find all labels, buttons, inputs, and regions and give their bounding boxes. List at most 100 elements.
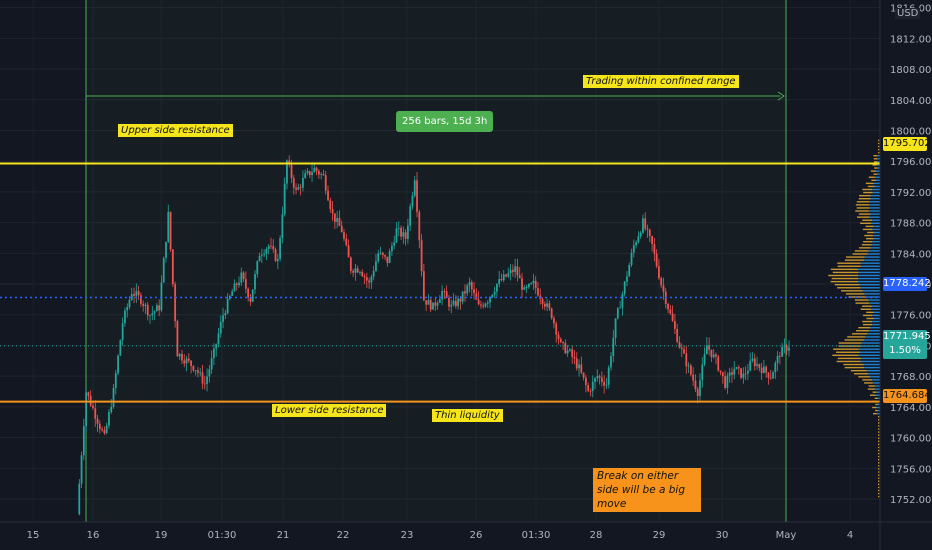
volume-profile-bar <box>877 161 880 163</box>
volume-profile-bar <box>868 250 880 252</box>
candle-body <box>591 381 594 391</box>
candle-body <box>717 356 720 371</box>
grid <box>0 7 880 500</box>
volume-profile-bar <box>860 265 880 267</box>
volume-profile-bar <box>861 357 880 360</box>
volume-profile-bar <box>872 164 877 166</box>
candle-body <box>233 283 236 292</box>
candle-body <box>612 338 615 357</box>
volume-profile-bar <box>865 225 874 228</box>
price-levels[interactable] <box>0 162 880 403</box>
volume-profile-bar <box>837 287 861 289</box>
candle-body <box>94 408 97 419</box>
volume-profile-bar <box>873 311 880 314</box>
candle-body <box>185 358 188 364</box>
volume-profile-bar <box>878 145 880 148</box>
candle-body <box>486 302 489 304</box>
candle-body <box>762 366 765 373</box>
volume-profile-bar <box>878 419 880 421</box>
currency-label[interactable]: USD <box>895 8 921 19</box>
candle-body <box>420 240 423 272</box>
candle-body <box>393 242 396 246</box>
candle-body <box>721 372 724 377</box>
candle-body <box>480 304 482 306</box>
candle-body <box>667 303 669 310</box>
volume-profile-bar <box>855 210 869 212</box>
volume-profile-bar <box>875 409 878 412</box>
candle-body <box>673 321 676 329</box>
candle-body <box>778 356 781 357</box>
candle-body <box>174 284 177 322</box>
candle-body <box>210 358 213 370</box>
candle-body <box>578 364 580 369</box>
candle-body <box>324 175 327 191</box>
candle-body <box>441 291 444 300</box>
volume-profile-bar <box>873 182 880 185</box>
candle-body <box>464 291 466 294</box>
candle-body <box>767 372 770 378</box>
candle-body <box>594 378 596 382</box>
candle-body <box>322 174 325 176</box>
candle-body <box>694 380 697 390</box>
volume-profile-bar <box>843 363 864 366</box>
candle-body <box>422 271 425 301</box>
candle-body <box>135 291 138 296</box>
volume-profile-bar <box>858 213 871 215</box>
candle-body <box>559 339 562 342</box>
candle-body <box>596 376 599 379</box>
volume-profile-bar <box>836 360 861 363</box>
volume-profile-bar <box>855 302 869 304</box>
volume-profile-bar <box>858 268 880 271</box>
candle-body <box>292 178 295 188</box>
candle-body <box>304 173 307 179</box>
volume-profile-bar <box>872 191 880 194</box>
candle-body <box>206 376 208 384</box>
candle-body <box>452 300 455 305</box>
volume-profile-bar <box>872 314 880 317</box>
candle-body <box>753 358 756 366</box>
candle-body <box>438 299 441 303</box>
volume-profile <box>828 139 880 498</box>
volume-profile-bar <box>878 434 880 436</box>
lower-resistance-price-tag: 1764.684 <box>883 389 931 403</box>
volume-profile-bar <box>835 351 861 353</box>
candle-body <box>78 483 81 515</box>
volume-profile-bar <box>864 366 880 369</box>
candle-body <box>194 370 197 372</box>
volume-profile-bar <box>878 471 880 473</box>
x-tick-label: 01:30 <box>208 530 237 541</box>
candle-body <box>788 347 790 351</box>
candle-body <box>678 342 681 348</box>
candle-body <box>555 323 558 335</box>
candle-body <box>557 334 560 340</box>
candle-body <box>418 211 421 241</box>
x-axis[interactable]: 15 16 19 01:30 21 22 23 26 01:30 28 29 30 May 4 <box>0 521 932 541</box>
candle-body <box>151 313 154 316</box>
candle-body <box>181 353 183 361</box>
candle-body <box>286 160 288 184</box>
volume-profile-bar <box>878 492 880 495</box>
candle-body <box>584 377 587 386</box>
volume-profile-bar <box>878 437 880 439</box>
candle-body <box>112 387 115 407</box>
volume-profile-bar <box>845 293 865 295</box>
volume-profile-bar <box>865 182 874 185</box>
candle-body <box>532 280 535 284</box>
candle-body <box>566 350 569 354</box>
candle-body <box>386 256 389 263</box>
candle-body <box>635 242 638 246</box>
volume-profile-bar <box>866 237 874 240</box>
volume-profile-bar <box>830 280 858 283</box>
volume-profile-bar <box>832 354 859 357</box>
candle-body <box>306 171 309 174</box>
candle-body <box>689 365 692 375</box>
volume-profile-bar <box>873 155 878 157</box>
candle-body <box>658 266 660 279</box>
volume-profile-bar <box>872 241 880 243</box>
candle-body <box>527 284 530 288</box>
volume-profile-bar <box>878 452 880 455</box>
candle-body <box>146 304 149 316</box>
volume-profile-bar <box>860 287 880 289</box>
volume-profile-bar <box>840 290 863 292</box>
